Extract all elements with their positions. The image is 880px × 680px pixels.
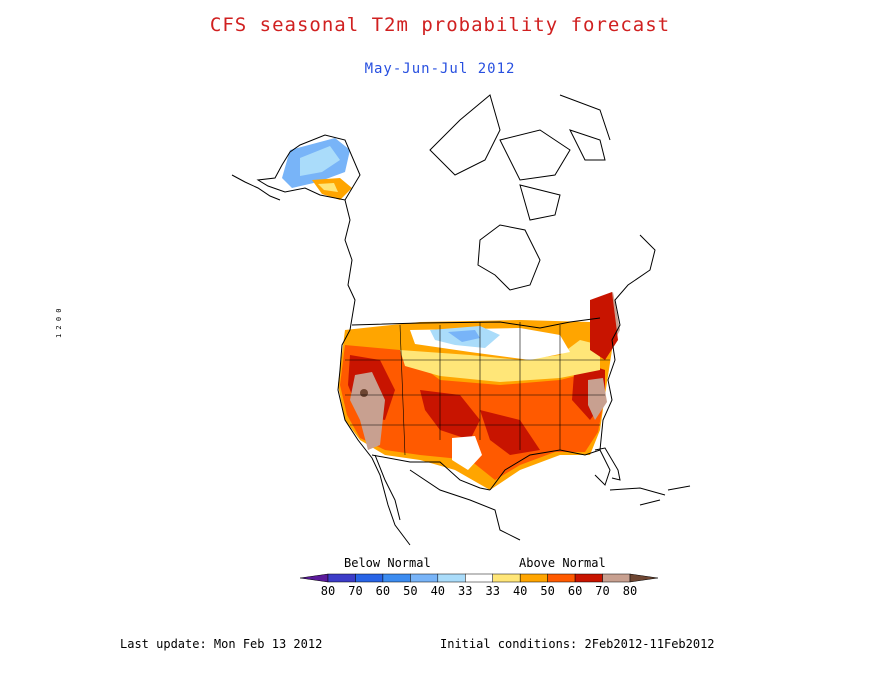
legend-below-label: Below Normal — [344, 556, 431, 570]
legend-tick-label: 50 — [540, 584, 555, 598]
coast-mexico — [409, 469, 521, 541]
shade-yellow-fringe — [400, 340, 600, 382]
coast-hudson — [477, 224, 541, 291]
coast-baja — [374, 454, 401, 521]
shade-blue-plains-dark — [448, 330, 480, 342]
coast-gulf — [489, 449, 611, 491]
coastlines — [231, 94, 691, 546]
shade-alaska-below-light — [300, 146, 340, 176]
last-update: Last update: Mon Feb 13 2012 — [120, 637, 323, 651]
legend-tick-label: 70 — [595, 584, 610, 598]
legend-tick-label: 60 — [567, 584, 583, 598]
shade-brown-2 — [588, 378, 607, 420]
map-subtitle: May-Jun-Jul 2012 — [364, 61, 516, 77]
initial-conditions: Initial conditions: 2Feb2012-11Feb2012 — [440, 637, 715, 651]
map-title: CFS seasonal T2m probability forecast — [209, 14, 671, 36]
probability-shading — [282, 138, 620, 490]
shade-ne-red — [590, 292, 618, 360]
coast-arctic-4 — [569, 129, 606, 161]
shade-brown-dot — [360, 389, 368, 397]
border-us-mexico — [371, 454, 491, 491]
shade-alaska-above-light — [318, 183, 338, 192]
legend-tick-label: 33 — [485, 584, 500, 598]
coast-florida — [594, 447, 621, 481]
coast-arctic-3 — [519, 184, 561, 221]
color-bar-swatch — [327, 573, 356, 583]
color-bar-swatch — [602, 573, 631, 583]
color-bar-swatch — [410, 573, 439, 583]
shade-dark-red-2 — [480, 410, 540, 455]
coast-arctic-2 — [499, 129, 571, 181]
legend-tick-label: 80 — [320, 584, 336, 598]
legend-tick-label: 80 — [622, 584, 638, 598]
shade-dark-red-1 — [420, 390, 480, 440]
color-bar-swatch — [465, 573, 493, 583]
color-bar-swatch — [492, 573, 521, 583]
legend-tick-label: 33 — [458, 584, 473, 598]
shade-brown-1 — [350, 372, 385, 450]
coast-cuba — [609, 487, 666, 496]
color-bar — [299, 573, 659, 583]
color-bar-swatch — [382, 573, 411, 583]
coast-alaska — [256, 134, 361, 201]
legend-tick-label: 40 — [512, 584, 528, 598]
color-bar-swatch — [547, 573, 576, 583]
coast-greenland — [559, 94, 611, 141]
shade-white-texas — [452, 436, 482, 470]
color-bar-swatch — [519, 573, 548, 583]
coast-west — [337, 199, 411, 546]
color-bar-swatch — [574, 573, 603, 583]
state-lines — [345, 322, 610, 456]
legend-tick-label: 40 — [430, 584, 446, 598]
legend-above-label: Above Normal — [519, 556, 606, 570]
legend-tick-label: 70 — [348, 584, 363, 598]
legend-tick-label: 60 — [375, 584, 391, 598]
coast-arctic-1 — [429, 94, 501, 176]
color-bar-arrow-left — [299, 573, 329, 583]
side-label: 1 2 0 0 — [55, 308, 63, 338]
coast-aleutians — [231, 174, 281, 201]
color-bar-swatch — [355, 573, 384, 583]
coast-east — [599, 234, 656, 451]
legend-tick-label: 50 — [403, 584, 418, 598]
color-bar-arrow-right — [629, 573, 659, 583]
color-bar-swatch — [437, 573, 466, 583]
coast-islands — [639, 485, 691, 506]
